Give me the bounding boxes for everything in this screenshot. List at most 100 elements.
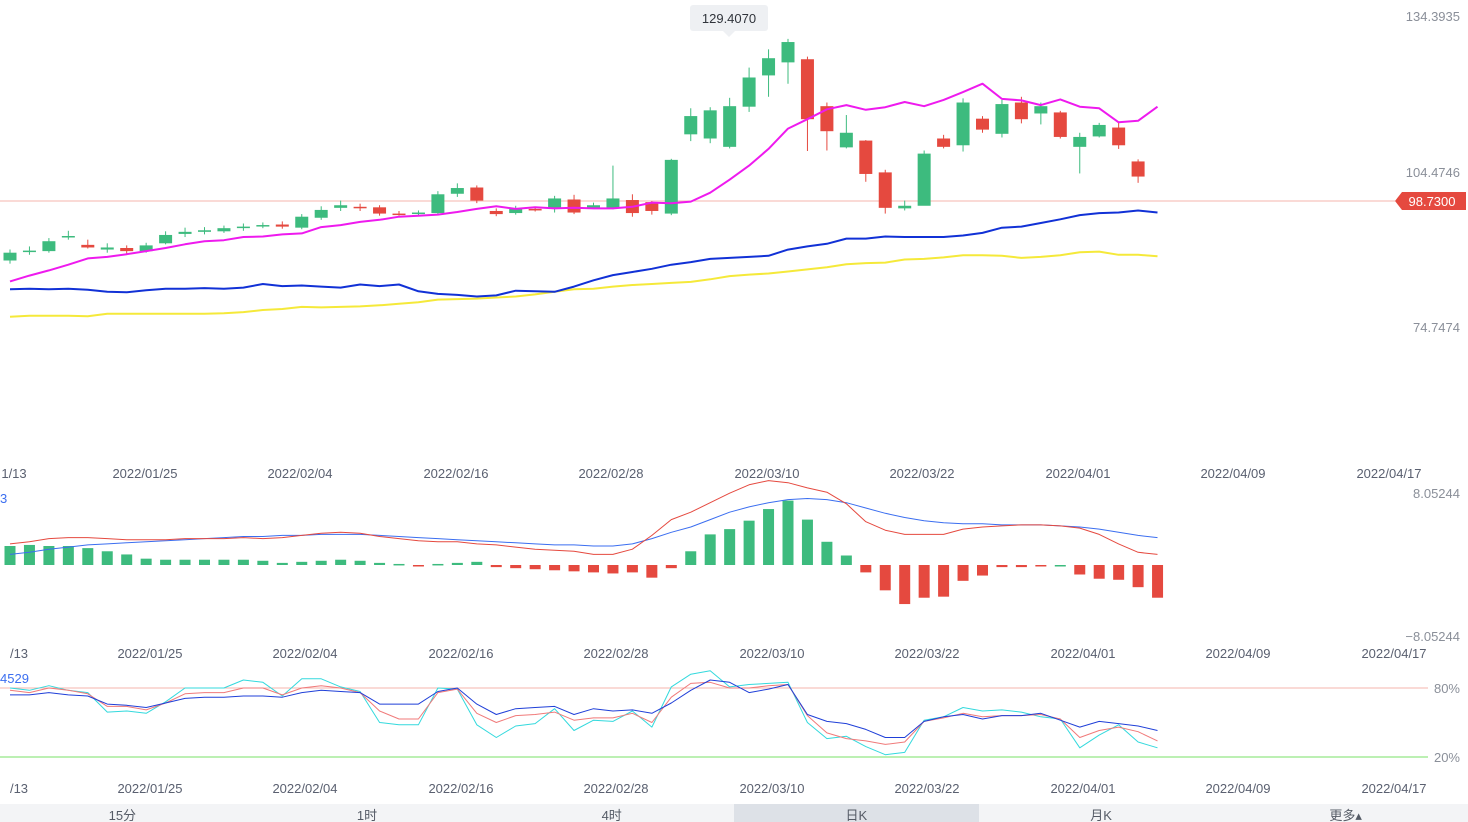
date-label-main-7: 2022/04/01	[1045, 466, 1110, 481]
candle-body	[159, 234, 173, 244]
candle-body	[800, 59, 814, 120]
candle-23	[450, 183, 464, 197]
candle-body	[236, 226, 250, 229]
kdj-level-low: 20%	[1434, 750, 1460, 765]
candle-body	[509, 208, 523, 214]
candle-35	[684, 108, 698, 142]
macd-bar-53	[1035, 565, 1047, 567]
candle-body	[859, 140, 873, 174]
candle-body	[703, 110, 717, 139]
candle-body	[120, 247, 134, 252]
y-label-top: 134.3935	[1406, 9, 1460, 24]
candle-38	[742, 67, 756, 112]
macd-bar-30	[588, 565, 599, 573]
candle-body	[1112, 127, 1126, 146]
macd-bar-40	[782, 500, 794, 565]
candle-body	[898, 205, 912, 209]
kdj-j-line	[9, 670, 1158, 756]
candle-53	[1034, 102, 1048, 125]
date-label-kdj-3: 2022/02/16	[428, 781, 493, 796]
period-tab-daily[interactable]: 日K	[734, 804, 979, 822]
macd-bar-5	[101, 551, 113, 565]
macd-bar-3	[62, 545, 74, 565]
peak-label: 129.4070	[702, 11, 756, 26]
macd-bar-56	[1093, 565, 1105, 579]
macd-bar-47	[918, 565, 930, 598]
candle-body	[1034, 106, 1048, 114]
candle-body	[217, 228, 231, 232]
macd-y-bottom: −8.05244	[1405, 629, 1460, 644]
candle-body	[450, 188, 464, 194]
candle-body	[178, 231, 192, 234]
macd-bar-41	[801, 519, 813, 565]
macd-bar-19	[374, 562, 386, 565]
macd-y-top: 8.05244	[1413, 486, 1460, 501]
candle-body	[1092, 124, 1106, 137]
date-label-kdj-2: 2022/02/04	[272, 781, 337, 796]
candle-19	[373, 205, 387, 216]
kdj-k-line	[10, 679, 1158, 738]
period-tab-15m[interactable]: 15分	[108, 808, 137, 822]
macd-bar-42	[821, 541, 833, 565]
macd-bar-36	[704, 534, 716, 565]
date-label-main-9: 2022/04/17	[1356, 466, 1421, 481]
macd-bar-27	[529, 565, 541, 570]
candle-body	[256, 225, 270, 227]
candle-37	[723, 97, 737, 149]
macd-bar-38	[743, 520, 755, 565]
candle-39	[762, 49, 776, 97]
y-label-mid: 104.4746	[1406, 165, 1460, 180]
candle-18	[353, 203, 367, 211]
macd-pane: 3 8.05244 −8.05244	[0, 480, 1460, 644]
candle-body	[1014, 102, 1028, 120]
candle-body	[606, 198, 620, 208]
macd-bar-10	[199, 559, 210, 565]
macd-bar-48	[938, 565, 950, 597]
candle-body	[528, 208, 542, 211]
date-label-macd-9: 2022/04/17	[1361, 646, 1426, 661]
macd-bar-28	[549, 565, 561, 571]
candle-body	[100, 247, 114, 250]
candle-46	[898, 200, 912, 211]
candle-body	[42, 241, 56, 252]
macd-bar-55	[1074, 565, 1086, 575]
ma20-line	[9, 250, 1158, 318]
macd-bar-43	[840, 555, 852, 565]
candle-15	[295, 214, 309, 230]
macd-bar-15	[296, 561, 308, 565]
macd-bar-45	[879, 565, 891, 591]
candle-44	[859, 140, 873, 182]
macd-bar-35	[685, 551, 697, 565]
candle-body	[1073, 136, 1087, 147]
period-tab-more[interactable]: 更多▴	[1329, 808, 1362, 822]
candle-28	[548, 195, 562, 213]
candle-body	[1053, 112, 1067, 137]
date-label-kdj-7: 2022/04/01	[1050, 781, 1115, 796]
macd-bar-2	[43, 545, 55, 565]
candle-body	[295, 216, 309, 228]
candle-body	[334, 205, 348, 208]
candle-body	[839, 132, 853, 148]
date-label-macd-6: 2022/03/22	[894, 646, 959, 661]
y-label-bottom: 74.7474	[1413, 320, 1460, 335]
candle-12	[236, 223, 250, 231]
last-price-label: 98.7300	[1409, 194, 1456, 209]
period-tab-1h[interactable]: 1时	[356, 808, 378, 822]
candle-body	[489, 210, 503, 215]
peak-tooltip: 129.4070	[690, 5, 768, 37]
candle-body	[1131, 161, 1145, 177]
date-label-main-1: 2022/01/25	[112, 466, 177, 481]
period-tab-monthly[interactable]: 月K	[1090, 808, 1112, 822]
candle-body	[723, 106, 737, 147]
macd-bar-32	[626, 565, 638, 573]
macd-bar-49	[957, 565, 969, 581]
period-tab-4h[interactable]: 4时	[601, 808, 622, 822]
candle-14	[275, 221, 289, 229]
candle-10	[198, 227, 211, 235]
date-label-macd-2: 2022/02/04	[272, 646, 337, 661]
candle-body	[587, 205, 600, 208]
candle-41	[800, 56, 814, 152]
date-label-main-6: 2022/03/22	[889, 466, 954, 481]
macd-bar-21	[412, 565, 424, 567]
date-label-kdj-1: 2022/01/25	[117, 781, 182, 796]
